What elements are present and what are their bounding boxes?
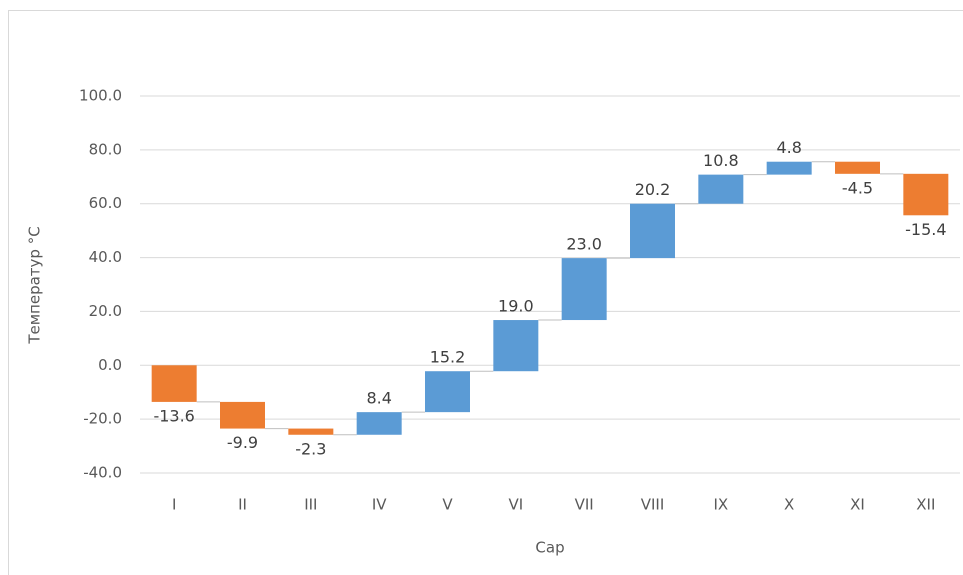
bar bbox=[835, 161, 880, 174]
value-label: -4.5 bbox=[842, 178, 873, 197]
x-tick-label: X bbox=[784, 496, 794, 514]
value-label: 4.8 bbox=[776, 138, 801, 157]
x-axis-title: Сар bbox=[535, 539, 564, 557]
x-tick-label: VIII bbox=[641, 496, 665, 514]
value-label: 19.0 bbox=[498, 297, 534, 316]
value-label: 8.4 bbox=[366, 389, 391, 408]
y-tick-label: 100.0 bbox=[79, 87, 122, 105]
bar bbox=[356, 412, 402, 435]
x-tick-label: XII bbox=[916, 496, 935, 514]
bar bbox=[151, 365, 197, 402]
y-tick-label: 60.0 bbox=[89, 194, 122, 212]
y-tick-label: 0.0 bbox=[98, 356, 122, 374]
value-label: -13.6 bbox=[153, 406, 194, 425]
bar bbox=[493, 320, 539, 372]
x-tick-label: I bbox=[172, 496, 176, 514]
x-tick-label: IX bbox=[713, 496, 728, 514]
value-label: -9.9 bbox=[227, 433, 258, 452]
x-tick-label: III bbox=[304, 496, 317, 514]
x-tick-label: VI bbox=[508, 496, 523, 514]
value-label: 20.2 bbox=[635, 180, 671, 199]
y-tick-label: 20.0 bbox=[89, 302, 122, 320]
bar bbox=[698, 174, 744, 204]
value-label: -15.4 bbox=[905, 220, 946, 239]
y-tick-label: 80.0 bbox=[89, 140, 122, 158]
bar bbox=[766, 161, 812, 175]
x-tick-label: VII bbox=[575, 496, 594, 514]
y-tick-label: -40.0 bbox=[83, 464, 122, 482]
bar bbox=[425, 371, 470, 413]
bar bbox=[220, 401, 265, 429]
bar bbox=[561, 258, 607, 321]
y-tick-label: 40.0 bbox=[89, 248, 122, 266]
bar bbox=[630, 203, 675, 259]
value-label: 10.8 bbox=[703, 151, 739, 170]
y-tick-label: -20.0 bbox=[83, 410, 122, 428]
value-label: 23.0 bbox=[566, 235, 602, 254]
value-label: -2.3 bbox=[295, 439, 326, 458]
x-tick-label: V bbox=[442, 496, 453, 514]
x-tick-label: XI bbox=[850, 496, 865, 514]
x-tick-label: IV bbox=[372, 496, 387, 514]
y-axis-title: Температур °C bbox=[26, 226, 44, 344]
value-label: 15.2 bbox=[430, 348, 466, 367]
x-tick-label: II bbox=[238, 496, 247, 514]
chart-frame bbox=[8, 10, 963, 575]
bar bbox=[288, 428, 334, 435]
bar bbox=[903, 173, 949, 216]
